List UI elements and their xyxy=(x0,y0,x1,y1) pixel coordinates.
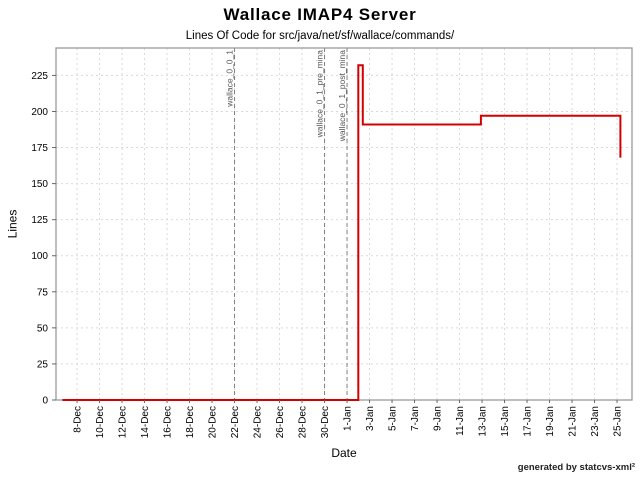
y-axis-title-text: Lines xyxy=(5,209,19,239)
x-tick-label: 28-Dec xyxy=(298,406,309,438)
tag-label: wallace_0_1_post_mina xyxy=(337,50,347,142)
x-tick-label: 12-Dec xyxy=(118,406,129,438)
x-tick-label: 3-Jan xyxy=(365,406,376,431)
footer-credit: generated by statcvs-xml² xyxy=(517,462,635,473)
tag-label: wallace_0_0_1 xyxy=(225,50,235,108)
x-tick-label: 23-Jan xyxy=(590,406,601,437)
chart-subtitle: Lines Of Code for src/java/net/sf/wallac… xyxy=(185,30,455,42)
chart-title: Wallace IMAP4 Server xyxy=(223,5,417,24)
y-tick-label: 0 xyxy=(42,396,48,407)
y-tick-label: 175 xyxy=(31,143,48,154)
x-tick-label: 11-Jan xyxy=(455,406,466,436)
x-tick-label: 16-Dec xyxy=(163,406,174,438)
x-tick-label: 20-Dec xyxy=(208,406,219,438)
x-tick-label: 25-Jan xyxy=(613,406,624,437)
x-tick-label: 15-Jan xyxy=(500,406,511,437)
x-tick-label: 7-Jan xyxy=(410,406,421,431)
x-tick-label: 9-Jan xyxy=(433,406,444,431)
x-tick-label: 5-Jan xyxy=(388,406,399,431)
x-tick-label: 8-Dec xyxy=(73,406,84,433)
x-tick-label: 19-Jan xyxy=(545,406,556,437)
x-tick-label: 18-Dec xyxy=(185,406,196,438)
y-tick-label: 200 xyxy=(31,107,48,118)
y-tick-label: 225 xyxy=(31,71,48,82)
x-tick-label: 17-Jan xyxy=(523,406,534,437)
x-tick-label: 22-Dec xyxy=(230,406,241,438)
y-tick-label: 25 xyxy=(37,359,49,370)
tag-label: wallace_0_1_pre_mina xyxy=(315,50,325,139)
x-tick-label: 24-Dec xyxy=(253,406,264,438)
y-tick-label: 125 xyxy=(31,215,48,226)
x-tick-label: 26-Dec xyxy=(275,406,286,438)
loc-series-line xyxy=(62,64,622,401)
x-axis-title: Date xyxy=(331,446,357,460)
x-tick-label: 10-Dec xyxy=(95,406,106,438)
y-axis-title: Lines xyxy=(4,48,20,400)
x-tick-label: 21-Jan xyxy=(568,406,579,437)
y-tick-label: 75 xyxy=(37,287,49,298)
x-tick-label: 14-Dec xyxy=(140,406,151,438)
x-tick-label: 30-Dec xyxy=(320,406,331,438)
y-tick-label: 100 xyxy=(31,251,48,262)
y-tick-label: 150 xyxy=(31,179,48,190)
x-tick-label: 13-Jan xyxy=(478,406,489,437)
y-tick-label: 50 xyxy=(37,323,49,334)
x-tick-label: 1-Jan xyxy=(343,406,354,431)
